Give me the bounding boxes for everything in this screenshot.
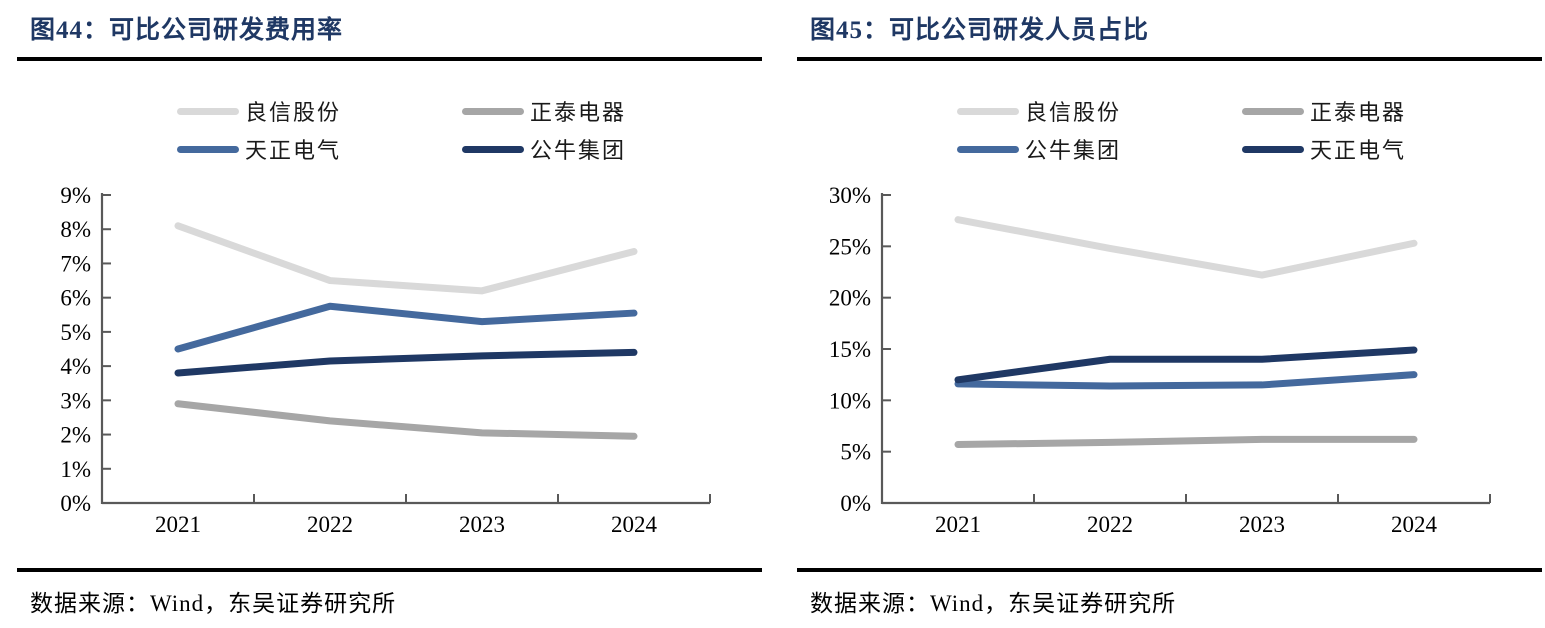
y-tick-label: 8%: [60, 217, 91, 242]
series-line: [954, 371, 1418, 390]
y-tick-label: 1%: [60, 457, 91, 482]
y-tick-label: 3%: [60, 388, 91, 413]
y-tick-label: 4%: [60, 354, 91, 379]
series-line: [954, 216, 1418, 279]
series-line: [174, 222, 638, 295]
legend-item: 正泰电器: [462, 96, 626, 126]
legend-line-swatch: [957, 107, 1019, 115]
y-tick-label: 2%: [60, 423, 91, 448]
figure-45-source-divider: [797, 568, 1542, 572]
x-tick-label: 2022: [307, 512, 353, 537]
series-line: [174, 348, 638, 377]
y-tick-label: 0%: [60, 491, 91, 516]
figure-44-legend: 良信股份 正泰电器天正电气 公牛集团: [17, 96, 762, 174]
y-tick-label: 6%: [60, 286, 91, 311]
legend-label: 公牛集团: [530, 138, 627, 163]
legend-label: 天正电气: [245, 138, 342, 163]
legend-line-swatch: [1242, 145, 1304, 153]
y-tick-label: 0%: [840, 491, 871, 516]
legend-label: 天正电气: [1310, 138, 1407, 163]
y-tick-label: 15%: [829, 337, 871, 362]
legend-line-swatch: [957, 145, 1019, 153]
x-tick-label: 2021: [155, 512, 201, 537]
x-tick-label: 2022: [1087, 512, 1133, 537]
y-tick-label: 5%: [840, 440, 871, 465]
figure-45-line-chart: 0% 5% 10% 15% 20% 25% 30% 2021 2022 2023 2024: [829, 183, 1491, 537]
figure-44-panel: 图44：可比公司研发费用率 良信股份 正泰电器天正电气 公牛集团 0% 1% 2% 3% 4…: [17, 8, 762, 620]
x-tick-label: 2024: [1391, 512, 1438, 537]
legend-label: 正泰电器: [530, 100, 627, 125]
figure-45-title: 图45：可比公司研发人员占比: [810, 17, 1150, 44]
series-line: [174, 302, 638, 353]
figure-45-legend: 良信股份 正泰电器公牛集团 天正电气: [797, 96, 1542, 174]
figure-44-title: 图44：可比公司研发费用率: [30, 17, 344, 44]
legend-item: 良信股份: [177, 96, 341, 126]
x-tick-label: 2024: [611, 512, 658, 537]
legend-item: 正泰电器: [1242, 96, 1406, 126]
figure-44-title-divider: [17, 57, 762, 61]
legend-item: 良信股份: [957, 96, 1121, 126]
y-tick-label: 7%: [60, 251, 91, 276]
x-tick-label: 2023: [459, 512, 505, 537]
y-tick-label: 9%: [60, 183, 91, 208]
x-tick-label: 2021: [935, 512, 981, 537]
legend-item: 天正电气: [1242, 134, 1406, 164]
y-tick-label: 30%: [829, 183, 871, 208]
legend-line-swatch: [462, 107, 524, 115]
figure-44-line-chart: 0% 1% 2% 3% 4% 5% 6% 7% 8% 9% 2021 2022 2023 2024: [60, 183, 711, 537]
series-line: [954, 435, 1418, 448]
legend-item: 公牛集团: [957, 134, 1121, 164]
legend-item: 公牛集团: [462, 134, 626, 164]
legend-label: 公牛集团: [1025, 138, 1122, 163]
figure-45-panel: 图45：可比公司研发人员占比 良信股份 正泰电器公牛集团 天正电气 0% 5% 10% 1…: [797, 8, 1542, 620]
figure-44-source-divider: [17, 568, 762, 572]
y-tick-label: 10%: [829, 388, 871, 413]
figure-44-data-source: 数据来源：Wind，东吴证券研究所: [30, 591, 397, 616]
legend-line-swatch: [177, 107, 239, 115]
legend-line-swatch: [177, 145, 239, 153]
y-tick-label: 25%: [829, 234, 871, 259]
legend-item: 天正电气: [177, 134, 341, 164]
y-tick-label: 5%: [60, 320, 91, 345]
series-line: [954, 346, 1418, 384]
figure-45-title-divider: [797, 57, 1542, 61]
legend-label: 良信股份: [245, 100, 342, 125]
legend-label: 良信股份: [1025, 100, 1122, 125]
legend-label: 正泰电器: [1310, 100, 1407, 125]
y-tick-label: 20%: [829, 286, 871, 311]
series-line: [174, 400, 638, 440]
x-tick-label: 2023: [1239, 512, 1285, 537]
legend-line-swatch: [1242, 107, 1304, 115]
figure-45-data-source: 数据来源：Wind，东吴证券研究所: [810, 591, 1177, 616]
legend-line-swatch: [462, 145, 524, 153]
